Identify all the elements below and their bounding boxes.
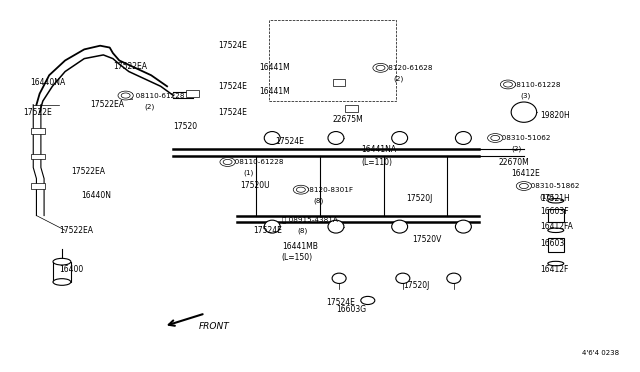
Ellipse shape: [548, 261, 564, 266]
Bar: [31, 128, 45, 134]
Ellipse shape: [328, 132, 344, 144]
Text: (8): (8): [314, 198, 324, 204]
Circle shape: [223, 160, 232, 164]
Ellipse shape: [392, 132, 408, 144]
Circle shape: [491, 135, 500, 141]
Text: 22675M: 22675M: [333, 115, 364, 124]
Circle shape: [520, 183, 529, 189]
Bar: [269, 20, 396, 101]
Ellipse shape: [396, 273, 410, 283]
Text: 17522E: 17522E: [24, 108, 52, 117]
Text: (3): (3): [521, 92, 531, 99]
Circle shape: [293, 185, 308, 194]
Text: 17524E: 17524E: [218, 108, 247, 117]
Text: (L=110): (L=110): [362, 157, 392, 167]
Bar: [186, 90, 199, 97]
Ellipse shape: [264, 220, 280, 233]
Text: 17520: 17520: [173, 122, 198, 131]
Circle shape: [121, 93, 130, 98]
Ellipse shape: [264, 132, 280, 144]
Text: 16440N: 16440N: [81, 191, 111, 200]
Text: Ⓑ 08110-61228: Ⓑ 08110-61228: [505, 81, 560, 88]
Text: 16440NA: 16440NA: [30, 78, 65, 87]
Text: (2): (2): [511, 146, 522, 152]
Ellipse shape: [511, 102, 537, 122]
Text: 17522EA: 17522EA: [91, 100, 125, 109]
Ellipse shape: [456, 132, 471, 144]
Bar: [548, 238, 564, 252]
Text: 16441M: 16441M: [259, 63, 290, 72]
Text: 17524E: 17524E: [326, 298, 355, 307]
Text: Ⓑ 08110-61228: Ⓑ 08110-61228: [129, 92, 184, 99]
Text: 16603: 16603: [540, 239, 564, 248]
Text: 17524E: 17524E: [253, 226, 282, 235]
Bar: [333, 79, 346, 86]
Circle shape: [118, 91, 133, 100]
Circle shape: [504, 82, 513, 87]
Text: 17520V: 17520V: [412, 235, 442, 244]
Text: 16412FA: 16412FA: [540, 222, 573, 231]
Circle shape: [516, 182, 532, 190]
Text: 16441MB: 16441MB: [282, 243, 317, 251]
Bar: [53, 262, 71, 282]
Text: 16412F: 16412F: [540, 264, 568, 273]
Text: FRONT: FRONT: [199, 322, 230, 331]
Text: 17522EA: 17522EA: [72, 167, 106, 176]
Text: 16603F: 16603F: [540, 207, 568, 217]
Text: Ⓑ 08120-61628: Ⓑ 08120-61628: [378, 65, 433, 71]
Ellipse shape: [332, 273, 346, 283]
Text: (16): (16): [540, 194, 555, 201]
Text: 16603G: 16603G: [336, 305, 366, 314]
Bar: [31, 183, 45, 189]
Ellipse shape: [328, 220, 344, 233]
Ellipse shape: [361, 296, 375, 305]
Ellipse shape: [548, 199, 564, 203]
Text: (2): (2): [145, 103, 155, 110]
Text: 19820H: 19820H: [540, 111, 570, 121]
Text: 4'6'4 0238: 4'6'4 0238: [582, 350, 620, 356]
Ellipse shape: [456, 220, 471, 233]
Text: (8): (8): [298, 227, 308, 234]
Ellipse shape: [392, 220, 408, 233]
Bar: [346, 105, 358, 112]
Circle shape: [488, 134, 503, 142]
Text: Ⓢ 08310-51862: Ⓢ 08310-51862: [524, 183, 579, 189]
Text: 16400: 16400: [59, 264, 83, 273]
Text: 17520J: 17520J: [403, 281, 429, 290]
Text: 16412E: 16412E: [511, 169, 540, 177]
Text: 22670M: 22670M: [499, 157, 529, 167]
Bar: [31, 154, 45, 160]
Text: Ⓑ 08120-8301F: Ⓑ 08120-8301F: [298, 186, 353, 193]
Ellipse shape: [53, 279, 71, 285]
Text: 16441M: 16441M: [259, 87, 290, 96]
Text: 17522EA: 17522EA: [113, 61, 147, 71]
Text: 17524E: 17524E: [275, 137, 304, 146]
Ellipse shape: [53, 259, 71, 265]
Circle shape: [296, 187, 305, 192]
Text: (1): (1): [244, 170, 254, 176]
Text: ⒨ 08915-4381A: ⒨ 08915-4381A: [282, 216, 338, 222]
Circle shape: [376, 65, 385, 70]
Text: 17521H: 17521H: [540, 195, 570, 203]
Bar: [548, 209, 564, 222]
Ellipse shape: [548, 228, 564, 232]
Text: (2): (2): [394, 76, 404, 82]
Circle shape: [500, 80, 516, 89]
Ellipse shape: [447, 273, 461, 283]
Text: 17520U: 17520U: [241, 182, 270, 190]
Circle shape: [220, 158, 236, 166]
Text: (L=150): (L=150): [282, 253, 313, 263]
Text: 17524E: 17524E: [218, 82, 247, 91]
Text: 17522EA: 17522EA: [59, 226, 93, 235]
Text: 16441NA: 16441NA: [362, 145, 397, 154]
Text: 17524E: 17524E: [218, 41, 247, 50]
Text: Ⓢ 08310-51062: Ⓢ 08310-51062: [495, 135, 551, 141]
Circle shape: [373, 63, 388, 72]
Text: 17520J: 17520J: [406, 195, 433, 203]
Text: Ⓑ 08110-61228: Ⓑ 08110-61228: [228, 159, 283, 165]
